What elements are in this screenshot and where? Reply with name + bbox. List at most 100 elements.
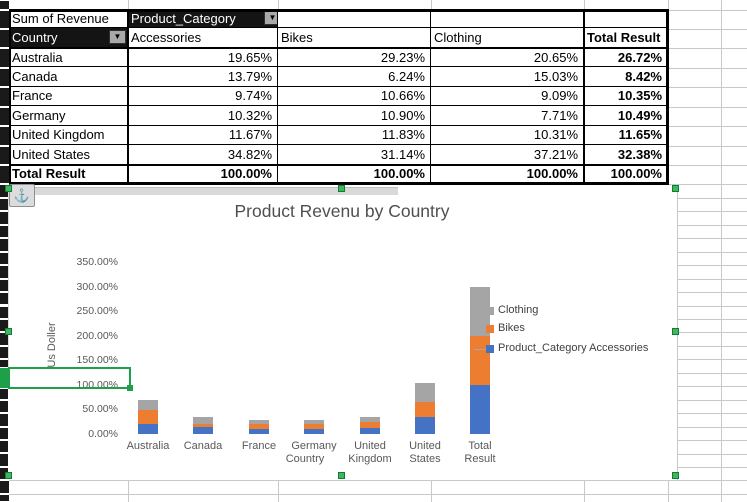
column-header-cell[interactable]: Bikes [278,28,431,48]
value-cell[interactable]: 13.79% [128,67,278,87]
row-header[interactable] [0,389,9,399]
bar-segment[interactable] [138,424,158,434]
value-cell[interactable]: 11.67% [128,125,278,146]
value-cell[interactable]: 11.83% [278,125,431,146]
row-header[interactable] [0,10,9,28]
column-header-cell[interactable]: Clothing [431,28,584,48]
chart-object[interactable]: Product Revenu by Country 0.00% 50.00% 100… [8,187,676,475]
bar-segment[interactable] [415,416,435,434]
value-cell[interactable]: 37.21% [431,145,584,165]
bar-segment[interactable] [415,383,435,402]
selection-handle[interactable] [672,328,679,335]
selection-handle[interactable] [672,185,679,192]
value-cell[interactable]: 10.90% [278,106,431,126]
row-header[interactable] [0,49,9,67]
bar-segment[interactable] [138,399,158,410]
row-header[interactable] [0,414,9,426]
row-header[interactable] [0,225,9,238]
bar-segment[interactable] [470,384,490,434]
bar-segment[interactable] [249,419,269,424]
value-cell[interactable]: 19.65% [128,47,278,68]
row-header[interactable] [0,333,9,345]
row-header[interactable] [0,306,9,318]
value-cell[interactable]: 10.31% [431,125,584,146]
selection-handle[interactable] [5,472,12,479]
row-header[interactable] [0,360,9,367]
bar-segment[interactable] [360,417,380,423]
value-cell[interactable]: 20.65% [431,47,584,68]
bar-segment[interactable] [193,416,213,425]
bar-segment[interactable] [360,428,380,434]
bar-segment[interactable] [360,422,380,429]
row-header[interactable] [0,346,9,359]
row-header-selected[interactable] [0,368,9,388]
row-header[interactable] [0,293,9,305]
column-header-cell[interactable]: Total Result [584,28,668,48]
row-label-cell[interactable]: Australia [9,47,128,68]
selection-handle[interactable] [338,185,345,192]
fill-handle[interactable] [127,385,133,391]
row-header[interactable] [0,400,9,413]
row-label-cell[interactable]: United Kingdom [9,125,128,146]
row-label-cell[interactable]: Canada [9,67,128,87]
pivot-cell[interactable] [278,9,431,29]
row-header[interactable] [0,239,9,251]
row-header[interactable] [0,107,9,126]
product-category-filter-dropdown[interactable]: ▼ [264,11,277,25]
value-cell[interactable]: 10.32% [128,106,278,126]
row-header[interactable] [0,127,9,145]
value-cell[interactable]: 11.65% [584,125,668,146]
value-cell[interactable]: 15.03% [431,67,584,87]
bar-segment[interactable] [249,423,269,430]
row-header[interactable] [0,279,9,292]
column-header-cell[interactable]: Accessories [128,28,278,48]
bar-segment[interactable] [304,428,324,434]
row-field-cell[interactable]: Country ▼ [9,28,128,48]
row-header[interactable] [0,29,9,48]
row-header[interactable] [0,146,9,165]
row-header[interactable] [0,212,9,224]
value-cell[interactable]: 10.66% [278,86,431,107]
row-header[interactable] [0,68,9,87]
value-cell[interactable]: 6.24% [278,67,431,87]
bar-segment[interactable] [304,423,324,429]
value-cell[interactable]: 8.42% [584,67,668,87]
row-label-cell[interactable]: Germany [9,106,128,126]
row-header[interactable] [0,427,9,439]
value-cell[interactable]: 9.74% [128,86,278,107]
bar-segment[interactable] [415,401,435,417]
bar-segment[interactable] [138,409,158,425]
column-field-cell[interactable]: Product_Category ▼ [128,9,278,29]
value-cell[interactable]: 31.14% [278,145,431,165]
row-label-cell[interactable]: United States [9,145,128,165]
country-filter-dropdown[interactable]: ▼ [109,30,126,45]
value-cell[interactable]: 9.09% [431,86,584,107]
bar-segment[interactable] [304,419,324,424]
value-cell[interactable]: 10.35% [584,86,668,107]
row-header[interactable] [0,494,9,501]
row-header[interactable] [0,441,9,453]
value-cell[interactable]: 29.23% [278,47,431,68]
value-cell[interactable]: 10.49% [584,106,668,126]
row-header[interactable] [0,1,9,9]
row-header[interactable] [0,185,9,197]
selection-handle[interactable] [5,328,12,335]
row-header[interactable] [0,252,9,265]
bar-segment[interactable] [470,335,490,385]
value-cell[interactable]: 26.72% [584,47,668,68]
value-cell[interactable]: 32.38% [584,145,668,165]
selection-handle[interactable] [672,472,679,479]
bar-segment[interactable] [193,427,213,434]
row-header[interactable] [0,319,9,332]
bar-segment[interactable] [193,424,213,428]
selection-handle[interactable] [5,185,12,192]
row-header[interactable] [0,266,9,278]
value-cell[interactable]: 34.82% [128,145,278,165]
bar-segment[interactable] [249,429,269,434]
row-header[interactable] [0,467,9,480]
row-header[interactable] [0,454,9,466]
row-header[interactable] [0,166,9,184]
value-cell[interactable]: 7.71% [431,106,584,126]
row-header[interactable] [0,198,9,211]
selection-handle[interactable] [338,472,345,479]
